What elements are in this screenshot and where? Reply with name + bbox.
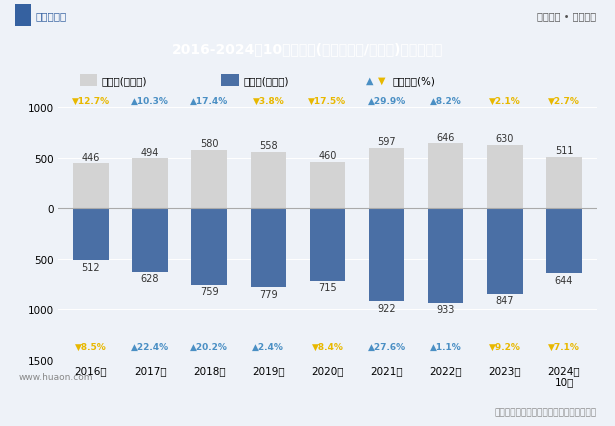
Text: 580: 580: [200, 139, 218, 149]
Text: 933: 933: [437, 304, 455, 314]
Text: ▼: ▼: [378, 76, 386, 86]
Text: 进口额(亿美元): 进口额(亿美元): [244, 76, 289, 86]
Text: ▲8.2%: ▲8.2%: [430, 97, 462, 106]
Bar: [251, 209, 286, 287]
Text: 同比增长(%): 同比增长(%): [392, 76, 435, 86]
Bar: [191, 209, 227, 285]
Text: 646: 646: [437, 132, 455, 142]
Text: ▼8.4%: ▼8.4%: [312, 342, 343, 351]
Text: 出口额(亿美元): 出口额(亿美元): [101, 76, 147, 86]
Text: ▲17.4%: ▲17.4%: [190, 97, 228, 106]
Text: 597: 597: [378, 137, 396, 147]
Text: 494: 494: [141, 147, 159, 158]
Text: 511: 511: [555, 146, 573, 156]
Bar: [369, 149, 405, 209]
Text: ▲20.2%: ▲20.2%: [190, 342, 228, 351]
Bar: [191, 150, 227, 209]
Text: ▲1.1%: ▲1.1%: [430, 342, 462, 351]
Text: ▲29.9%: ▲29.9%: [368, 97, 406, 106]
Text: ▼9.2%: ▼9.2%: [489, 342, 521, 351]
Text: 2016-2024年10月辽宁省(境内目的地/货源地)进、出口额: 2016-2024年10月辽宁省(境内目的地/货源地)进、出口额: [172, 42, 443, 56]
Text: ▼7.1%: ▼7.1%: [548, 342, 580, 351]
Bar: [73, 164, 109, 209]
Text: 512: 512: [82, 262, 100, 272]
Bar: [310, 162, 345, 209]
Bar: [428, 209, 464, 303]
Text: 759: 759: [200, 287, 218, 297]
Bar: [221, 75, 239, 87]
Text: ▲: ▲: [366, 76, 373, 86]
Text: ▼2.1%: ▼2.1%: [489, 97, 521, 106]
Text: www.huaon.com: www.huaon.com: [18, 372, 93, 381]
Text: 460: 460: [319, 151, 336, 161]
Text: 华经情报网: 华经情报网: [35, 11, 66, 21]
Text: 446: 446: [82, 153, 100, 162]
Text: ▼2.7%: ▼2.7%: [548, 97, 580, 106]
Bar: [428, 144, 464, 209]
Text: ▲22.4%: ▲22.4%: [131, 342, 169, 351]
Bar: [132, 209, 168, 272]
Text: 715: 715: [318, 282, 337, 292]
Text: ▲10.3%: ▲10.3%: [131, 97, 169, 106]
Text: 644: 644: [555, 275, 573, 285]
Text: 779: 779: [259, 289, 277, 299]
Bar: [369, 209, 405, 302]
Text: ▲27.6%: ▲27.6%: [368, 342, 406, 351]
Bar: [310, 209, 345, 281]
Text: ▼17.5%: ▼17.5%: [309, 97, 346, 106]
Bar: [251, 153, 286, 209]
Text: 628: 628: [141, 273, 159, 284]
Bar: [15, 5, 31, 27]
Bar: [132, 159, 168, 209]
Text: ▼12.7%: ▼12.7%: [72, 97, 110, 106]
Text: 922: 922: [378, 303, 396, 313]
Text: 专业严谨 • 客观科学: 专业严谨 • 客观科学: [538, 11, 597, 21]
Text: 630: 630: [496, 134, 514, 144]
Text: 558: 558: [259, 141, 277, 151]
Bar: [80, 75, 97, 87]
Bar: [546, 209, 582, 274]
Bar: [546, 157, 582, 209]
Text: 847: 847: [496, 296, 514, 306]
Text: 数据来源：中国海关、华经产业研究院整理: 数据来源：中国海关、华经产业研究院整理: [494, 407, 597, 416]
Text: ▼8.5%: ▼8.5%: [75, 342, 107, 351]
Bar: [487, 209, 523, 294]
Text: ▲2.4%: ▲2.4%: [252, 342, 284, 351]
Text: ▼3.8%: ▼3.8%: [253, 97, 284, 106]
Bar: [73, 209, 109, 260]
Bar: [487, 145, 523, 209]
